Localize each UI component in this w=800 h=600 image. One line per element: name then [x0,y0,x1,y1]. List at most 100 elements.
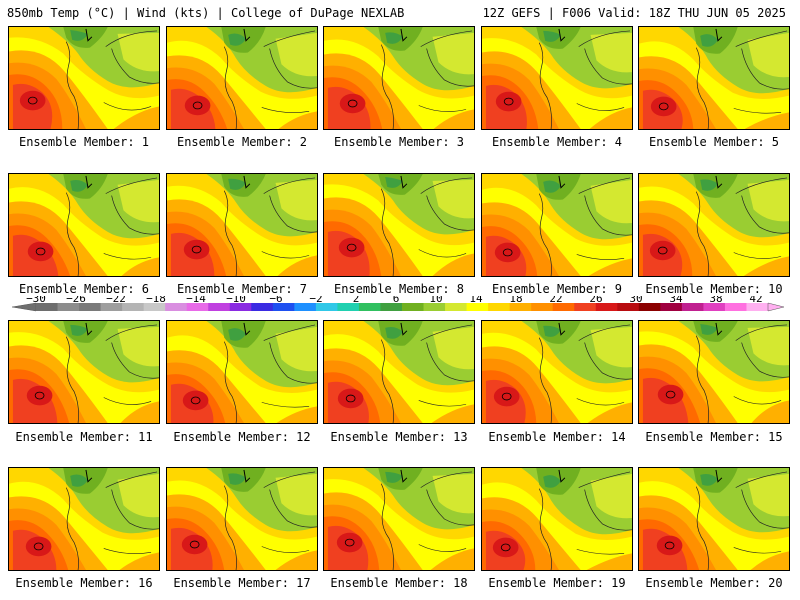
ensemble-member-label: Ensemble Member: 2 [176,135,308,149]
member-map-panel [481,26,633,130]
colorbar-swatch [574,303,597,311]
ensemble-member-label: Ensemble Member: 4 [491,135,623,149]
temperature-field-map [9,174,159,276]
temperature-field-map [9,27,159,129]
colorbar-swatch [423,303,446,311]
colorbar-tick-label: −26 [66,296,86,305]
temperature-field-map [639,321,789,423]
colorbar-tick-label: 18 [509,296,522,305]
temperature-field-map [324,174,474,276]
ensemble-member-label: Ensemble Member: 17 [173,576,311,590]
ensemble-member-label: Ensemble Member: 18 [330,576,468,590]
temperature-field-map [167,321,317,423]
member-map-panel [638,26,790,130]
member-map-panel [323,173,475,277]
colorbar-tick-label: 22 [549,296,562,305]
colorbar-tick-label: −14 [186,296,206,305]
colorbar-swatch [638,303,661,311]
ensemble-member-label: Ensemble Member: 15 [645,430,783,444]
colorbar-tick-label: 10 [429,296,442,305]
temperature-field-map [482,468,632,570]
ensemble-member-label: Ensemble Member: 19 [488,576,626,590]
colorbar-swatch [143,303,166,311]
colorbar-swatch [531,303,554,311]
ensemble-member-label: Ensemble Member: 11 [15,430,153,444]
ensemble-member-label: Ensemble Member: 3 [333,135,465,149]
colorbar-swatch [380,303,403,311]
temperature-field-map [9,321,159,423]
member-map-panel [481,320,633,424]
colorbar-swatch [595,303,618,311]
colorbar-tick-label: −2 [309,296,322,305]
temperature-field-map [482,174,632,276]
member-map-panel [8,320,160,424]
colorbar-swatch [746,303,769,311]
ensemble-member-label: Ensemble Member: 10 [645,282,783,296]
colorbar-swatch [703,303,726,311]
ensemble-member-label: Ensemble Member: 13 [330,430,468,444]
colorbar-swatch [315,303,338,311]
colorbar-swatch [445,303,467,311]
colorbar-swatch [229,303,252,311]
member-map-panel [166,173,318,277]
ensemble-member-label: Ensemble Member: 6 [18,282,150,296]
temperature-field-map [324,27,474,129]
colorbar-swatch [617,303,640,311]
map-title: 850mb Temp (°C) | Wind (kts) | College o… [7,6,405,20]
colorbar-swatch [165,303,188,311]
colorbar-tick-label: 14 [469,296,483,305]
ensemble-member-label: Ensemble Member: 12 [173,430,311,444]
ensemble-member-label: Ensemble Member: 1 [18,135,150,149]
ensemble-member-label: Ensemble Member: 8 [333,282,465,296]
member-map-panel [481,173,633,277]
temperature-field-map [324,468,474,570]
member-map-panel [8,26,160,130]
member-map-panel [323,320,475,424]
colorbar-swatch [122,303,145,311]
member-map-panel [8,467,160,571]
colorbar-swatch [57,303,80,311]
colorbar-tick-label: −6 [269,296,282,305]
temperature-field-map [639,27,789,129]
ensemble-member-label: Ensemble Member: 14 [488,430,626,444]
colorbar-swatch [272,303,295,311]
member-map-panel [166,320,318,424]
member-map-panel [638,320,790,424]
member-map-panel [638,467,790,571]
ensemble-member-label: Ensemble Member: 7 [176,282,308,296]
temperature-field-map [9,468,159,570]
colorbar-swatch [337,303,360,311]
colorbar-swatch [552,303,575,311]
colorbar-swatch [186,303,209,311]
temperature-field-map [482,27,632,129]
temperature-field-map [167,174,317,276]
colorbar-tick-label: 34 [669,296,683,305]
temperature-field-map [324,321,474,423]
colorbar-tick-label: 6 [393,296,400,305]
colorbar-tick-label: 30 [629,296,642,305]
temperature-colorbar: −30 −26 −22 −18 −14 −10 −6 −2 2 6 10 14 18 22 26 30 34 38… [11,296,785,312]
member-map-panel [166,467,318,571]
colorbar-swatch [294,303,317,311]
member-map-panel [323,26,475,130]
colorbar-swatch [36,303,58,311]
member-map-panel [323,467,475,571]
colorbar-swatch [402,303,424,311]
temperature-field-map [167,468,317,570]
member-map-panel [166,26,318,130]
colorbar-swatch [79,303,101,311]
temperature-field-map [482,321,632,423]
colorbar-tick-label: −18 [146,296,166,305]
ensemble-member-label: Ensemble Member: 9 [491,282,623,296]
temperature-field-map [639,174,789,276]
colorbar-swatch [466,303,489,311]
colorbar-tick-label: 42 [749,296,762,305]
colorbar-swatch [488,303,511,311]
ensemble-member-label: Ensemble Member: 20 [645,576,783,590]
colorbar-swatch [100,303,123,311]
colorbar-swatch [724,303,747,311]
colorbar-tick-label: 38 [709,296,722,305]
colorbar-tick-label: −30 [26,296,46,305]
colorbar-tick-label: −22 [106,296,126,305]
colorbar-swatch [208,303,231,311]
